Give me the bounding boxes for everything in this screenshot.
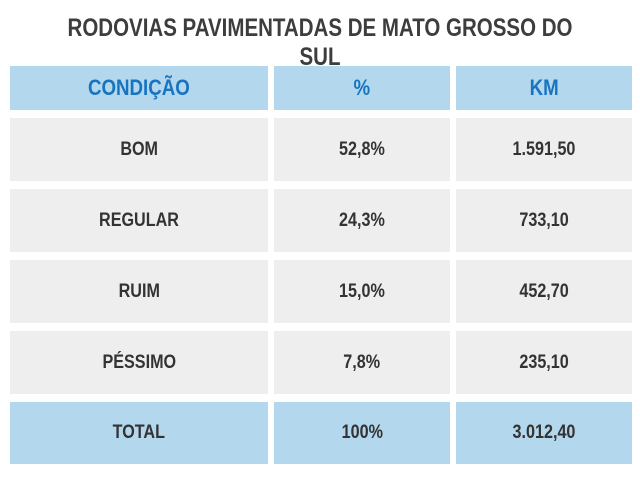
- cell-text: 1.591,50: [512, 138, 576, 160]
- cell-text: 100%: [341, 422, 383, 443]
- cell-text: REGULAR: [99, 209, 179, 231]
- cell-text: RUIM: [118, 280, 160, 302]
- condition-cell: BOM: [10, 118, 268, 181]
- km-cell: 235,10: [456, 331, 632, 394]
- cell-text: TOTAL: [112, 422, 166, 443]
- km-cell: 452,70: [456, 260, 632, 323]
- km-cell: 733,10: [456, 189, 632, 252]
- header-label: KM: [529, 75, 559, 100]
- cell-text: BOM: [120, 138, 158, 160]
- header-label: CONDIÇÃO: [88, 75, 190, 100]
- cell-text: 7,8%: [343, 351, 381, 373]
- table-row: BOM 52,8% 1.591,50: [10, 118, 632, 189]
- table-title: RODOVIAS PAVIMENTADAS DE MATO GROSSO DO …: [67, 14, 573, 71]
- total-percent-cell: 100%: [274, 402, 450, 464]
- cell-text: 733,10: [519, 209, 569, 231]
- table-row: RUIM 15,0% 452,70: [10, 260, 632, 331]
- km-cell: 1.591,50: [456, 118, 632, 181]
- percent-cell: 52,8%: [274, 118, 450, 181]
- total-label-cell: TOTAL: [10, 402, 268, 464]
- percent-cell: 15,0%: [274, 260, 450, 323]
- cell-text: 235,10: [519, 351, 569, 373]
- condition-cell: REGULAR: [10, 189, 268, 252]
- header-cell-condicao: CONDIÇÃO: [10, 66, 268, 110]
- header-cell-percent: %: [274, 66, 450, 110]
- condition-cell: RUIM: [10, 260, 268, 323]
- cell-text: 15,0%: [339, 280, 385, 302]
- cell-text: 3.012,40: [512, 422, 576, 443]
- cell-text: 52,8%: [339, 138, 385, 160]
- table-row: REGULAR 24,3% 733,10: [10, 189, 632, 260]
- condition-cell: PÉSSIMO: [10, 331, 268, 394]
- total-km-cell: 3.012,40: [456, 402, 632, 464]
- header-cell-km: KM: [456, 66, 632, 110]
- table-total-row: TOTAL 100% 3.012,40: [10, 402, 632, 472]
- cell-text: PÉSSIMO: [102, 351, 176, 373]
- header-label: %: [353, 75, 371, 100]
- cell-text: 452,70: [519, 280, 569, 302]
- cell-text: 24,3%: [339, 209, 385, 231]
- table-header-row: CONDIÇÃO % KM: [10, 66, 632, 118]
- table-row: PÉSSIMO 7,8% 235,10: [10, 331, 632, 402]
- percent-cell: 24,3%: [274, 189, 450, 252]
- data-table: CONDIÇÃO % KM BOM 52,8% 1.591,50 REGULAR…: [10, 66, 632, 472]
- percent-cell: 7,8%: [274, 331, 450, 394]
